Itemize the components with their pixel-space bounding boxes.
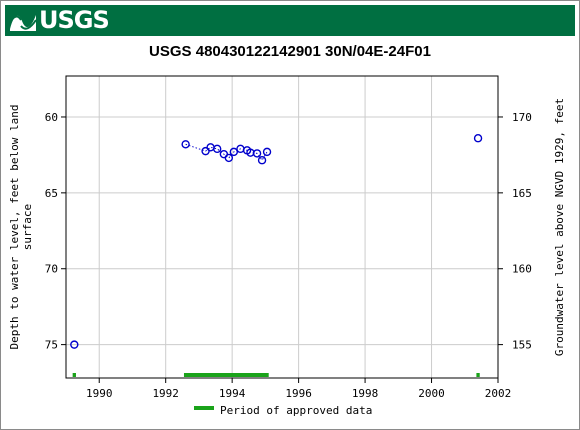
data-point bbox=[262, 147, 272, 157]
y-right-axis-label: Groundwater level above NGVD 1929, feet bbox=[553, 98, 566, 356]
data-point bbox=[70, 340, 79, 349]
legend-label: Period of approved data bbox=[220, 404, 372, 417]
x-tick-label: 1998 bbox=[352, 387, 379, 400]
y-left-tick-label: 70 bbox=[45, 263, 58, 276]
usgs-logo-text: USGS bbox=[39, 6, 110, 34]
usgs-logo[interactable]: USGS bbox=[9, 6, 110, 34]
y-right-tick-label: 170 bbox=[512, 111, 532, 124]
plot-area bbox=[66, 76, 498, 378]
x-tick-label: 1992 bbox=[152, 387, 179, 400]
usgs-wave-icon bbox=[9, 14, 37, 31]
y-right-tick-label: 165 bbox=[512, 187, 532, 200]
y-left-axis-label: surface bbox=[21, 204, 34, 250]
x-tick-label: 1990 bbox=[86, 387, 113, 400]
approved-period-bar bbox=[72, 373, 76, 377]
data-point bbox=[257, 156, 267, 165]
data-point bbox=[212, 144, 222, 154]
x-tick-label: 1996 bbox=[285, 387, 312, 400]
approved-period-bar bbox=[183, 373, 269, 377]
y-right-tick-label: 155 bbox=[512, 339, 532, 352]
plot-border bbox=[65, 75, 499, 379]
data-point bbox=[224, 153, 234, 163]
usgs-banner: USGS bbox=[5, 5, 575, 36]
y-left-tick-label: 60 bbox=[45, 111, 58, 124]
data-point bbox=[229, 147, 239, 157]
data-point bbox=[473, 134, 483, 143]
series-connector-line bbox=[185, 143, 268, 162]
data-point bbox=[181, 140, 190, 149]
y-right-tick-label: 160 bbox=[512, 263, 532, 276]
legend-swatch bbox=[194, 406, 214, 410]
x-tick-label: 1994 bbox=[219, 387, 246, 400]
y-left-tick-label: 65 bbox=[45, 187, 58, 200]
y-left-axis-label: Depth to water level, feet below land bbox=[8, 104, 21, 349]
x-tick-label: 2002 bbox=[485, 387, 512, 400]
chart-title: USGS 480430122142901 30N/04E-24F01 bbox=[149, 43, 431, 60]
approved-period-bar bbox=[476, 373, 480, 377]
y-left-tick-label: 75 bbox=[45, 339, 58, 352]
data-point bbox=[252, 149, 262, 158]
x-tick-label: 2000 bbox=[418, 387, 445, 400]
